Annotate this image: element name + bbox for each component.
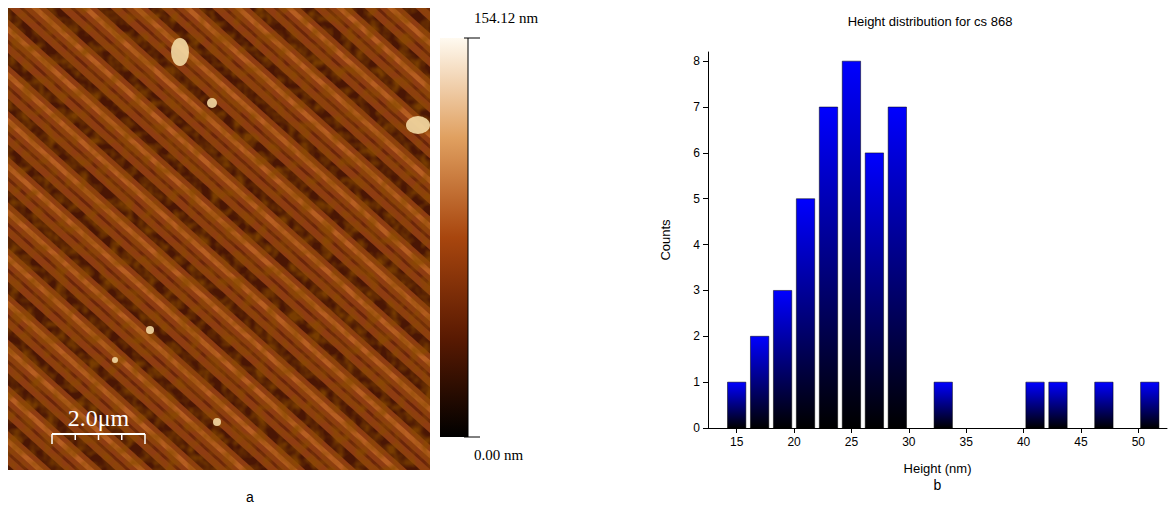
svg-text:Counts: Counts — [658, 219, 673, 261]
svg-text:2: 2 — [693, 329, 700, 343]
svg-text:30: 30 — [902, 435, 916, 449]
svg-text:50: 50 — [1132, 435, 1146, 449]
svg-text:6: 6 — [693, 146, 700, 160]
svg-text:0.00 nm: 0.00 nm — [474, 447, 524, 463]
svg-text:Height (nm): Height (nm) — [904, 461, 972, 476]
svg-text:15: 15 — [730, 435, 744, 449]
svg-text:4: 4 — [693, 238, 700, 252]
svg-text:b: b — [934, 477, 942, 493]
svg-text:154.12 nm: 154.12 nm — [474, 10, 539, 26]
svg-text:7: 7 — [693, 100, 700, 114]
svg-text:40: 40 — [1017, 435, 1031, 449]
svg-text:a: a — [246, 489, 254, 505]
svg-text:Height distribution for cs 868: Height distribution for cs 868 — [848, 14, 1013, 29]
svg-text:35: 35 — [960, 435, 974, 449]
svg-text:20: 20 — [787, 435, 801, 449]
svg-text:8: 8 — [693, 54, 700, 68]
svg-text:45: 45 — [1074, 435, 1088, 449]
svg-text:25: 25 — [845, 435, 859, 449]
svg-text:0: 0 — [693, 421, 700, 435]
svg-text:2.0μm: 2.0μm — [68, 405, 130, 431]
svg-text:1: 1 — [693, 375, 700, 389]
svg-text:5: 5 — [693, 192, 700, 206]
svg-text:3: 3 — [693, 283, 700, 297]
